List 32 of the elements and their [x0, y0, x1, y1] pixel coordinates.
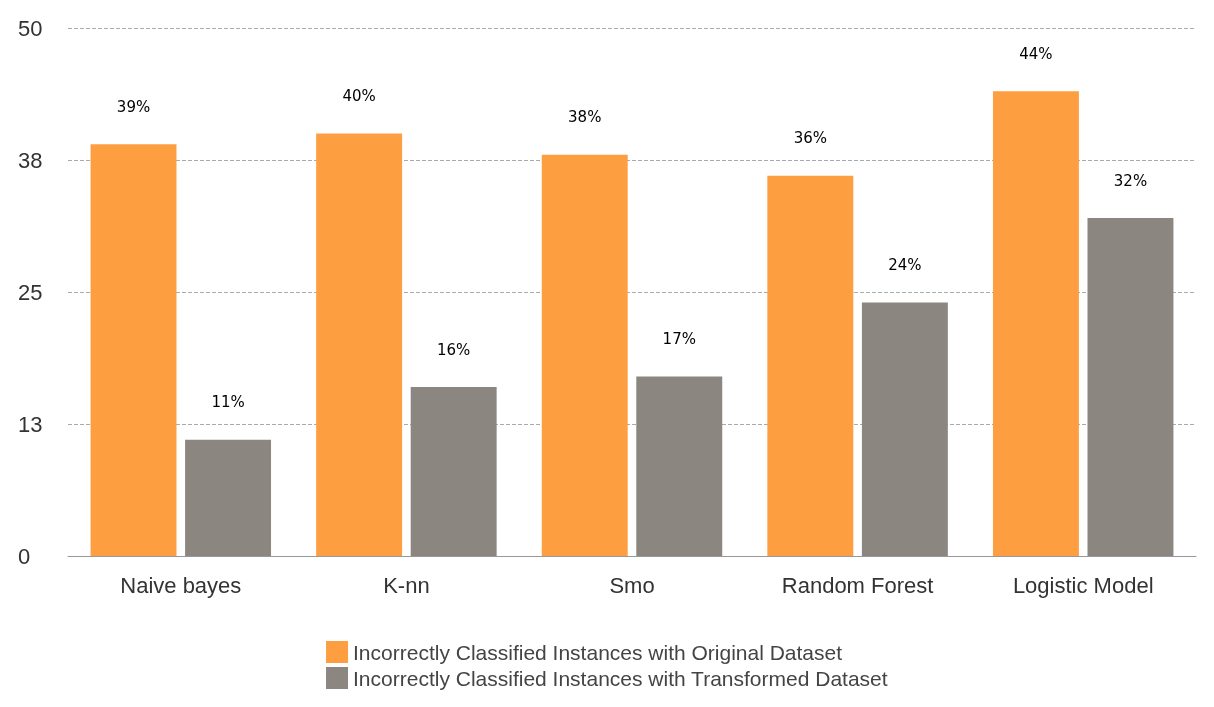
bar — [992, 91, 1079, 556]
x-tick-label: Random Forest — [781, 572, 934, 598]
y-tick-label: 0 — [18, 543, 31, 569]
data-label: 24% — [888, 256, 922, 275]
data-label: 16% — [437, 340, 471, 359]
data-label: 40% — [342, 87, 376, 106]
data-label: 39% — [116, 97, 151, 116]
bar — [1087, 218, 1174, 556]
bar — [90, 144, 177, 556]
data-label: 11% — [211, 393, 245, 412]
y-tick-label: 25 — [18, 279, 43, 305]
bar — [636, 376, 723, 556]
x-tick-label: Naive bayes — [120, 572, 242, 598]
data-label: 38% — [568, 108, 602, 127]
x-tick-label: Smo — [609, 572, 655, 598]
bar — [861, 302, 948, 556]
data-label: 32% — [1113, 171, 1148, 190]
data-label: 36% — [793, 129, 827, 148]
x-tick-label: Logistic Model — [1012, 572, 1154, 598]
y-tick-label: 38 — [18, 147, 43, 173]
x-tick-label: K-nn — [383, 572, 430, 598]
y-tick-label: 50 — [18, 15, 43, 41]
data-label: 44% — [1019, 44, 1053, 63]
bar — [316, 133, 403, 556]
legend-label: Incorrectly Classified Instances with Transformed Dataset — [353, 666, 888, 690]
data-label: 17% — [662, 329, 696, 348]
bar — [410, 387, 497, 556]
bar — [185, 439, 272, 556]
y-tick-label: 13 — [18, 411, 43, 437]
legend-label: Incorrectly Classified Instances with Original Dataset — [353, 640, 843, 664]
bar — [767, 175, 854, 556]
bar — [541, 154, 628, 556]
